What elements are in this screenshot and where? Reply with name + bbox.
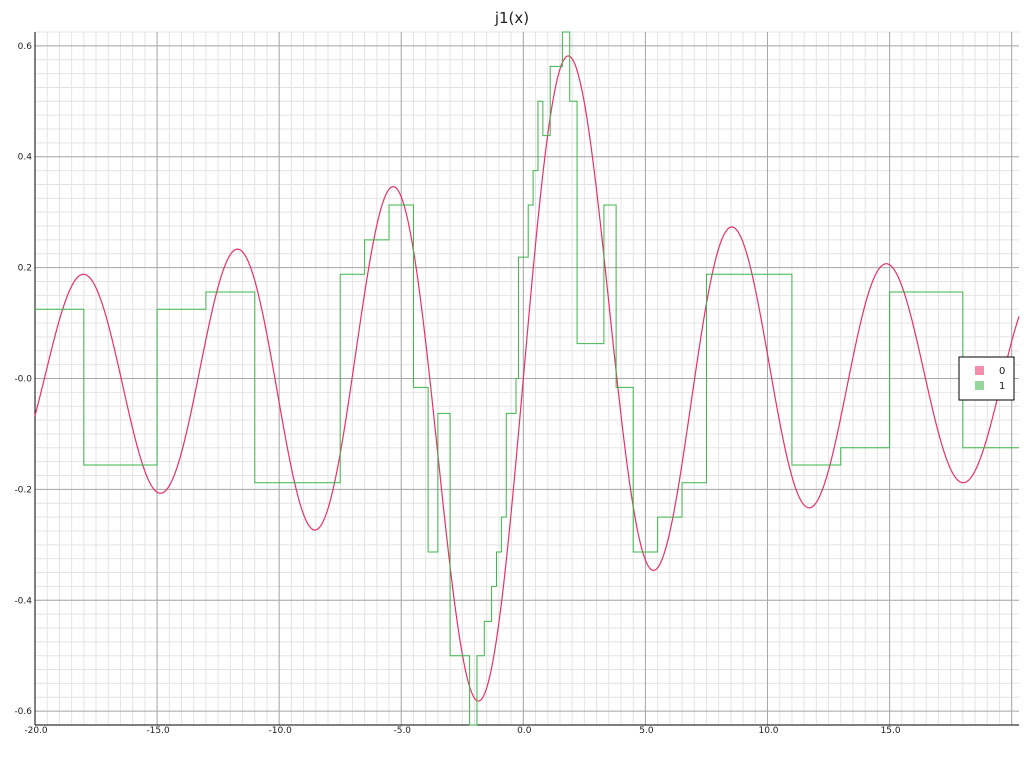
legend: 01 [958,356,1015,401]
series-layer [34,31,1020,726]
x-tick-label: -15.0 [146,726,170,736]
x-tick-label: -20.0 [24,726,48,736]
legend-swatch [975,366,984,375]
x-tick-label: 10.0 [758,726,778,736]
series-1-step-line [35,31,1019,726]
grid-major [34,32,1019,725]
x-tick-label: 0.0 [517,726,532,736]
chart-title: j1(x) [494,9,529,27]
legend-label: 0 [999,366,1005,377]
legend-swatch [975,381,984,390]
y-tick-label: 0.6 [18,42,33,52]
y-tick-label: 0.2 [18,264,32,274]
y-tick-label: -0.0 [14,375,32,385]
x-tick-label: 15.0 [881,726,901,736]
y-tick-label: -0.2 [14,485,32,495]
y-tick-label: -0.6 [14,707,32,717]
x-tick-label: -5.0 [393,726,411,736]
series-0-line [34,55,1020,702]
legend-label: 1 [999,381,1005,392]
y-tick-label: 0.4 [18,153,33,163]
x-tick-label: -10.0 [269,726,293,736]
tick-labels: -20.0 -15.0 -10.0 -5.0 0.0 5.0 10.0 15.0 -0.6 -0.… [14,42,900,736]
y-tick-label: -0.4 [14,596,32,606]
axes [34,32,1019,726]
x-tick-label: 5.0 [639,726,654,736]
legend-box [958,356,1015,401]
